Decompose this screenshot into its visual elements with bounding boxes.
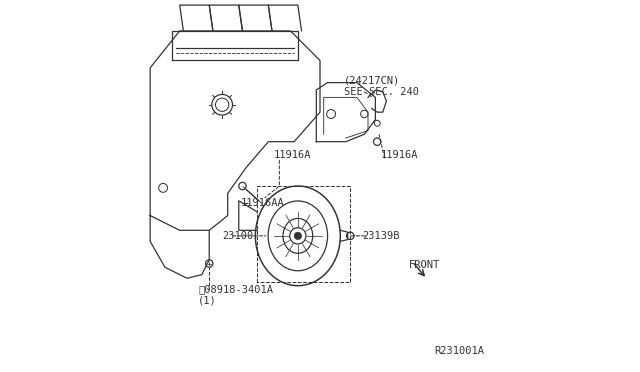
Text: 11916A: 11916A (381, 150, 419, 160)
Text: ⓝ08918-3401A
(1): ⓝ08918-3401A (1) (198, 284, 273, 306)
Circle shape (294, 232, 301, 240)
Text: 11916AA: 11916AA (241, 198, 284, 208)
Text: (24217CN)
SEE SEC. 240: (24217CN) SEE SEC. 240 (344, 76, 419, 97)
Text: 11916A: 11916A (274, 150, 311, 160)
Text: 23139B: 23139B (362, 231, 400, 241)
Text: R231001A: R231001A (435, 346, 484, 356)
Text: 23100: 23100 (222, 231, 253, 241)
Text: FRONT: FRONT (408, 260, 440, 270)
